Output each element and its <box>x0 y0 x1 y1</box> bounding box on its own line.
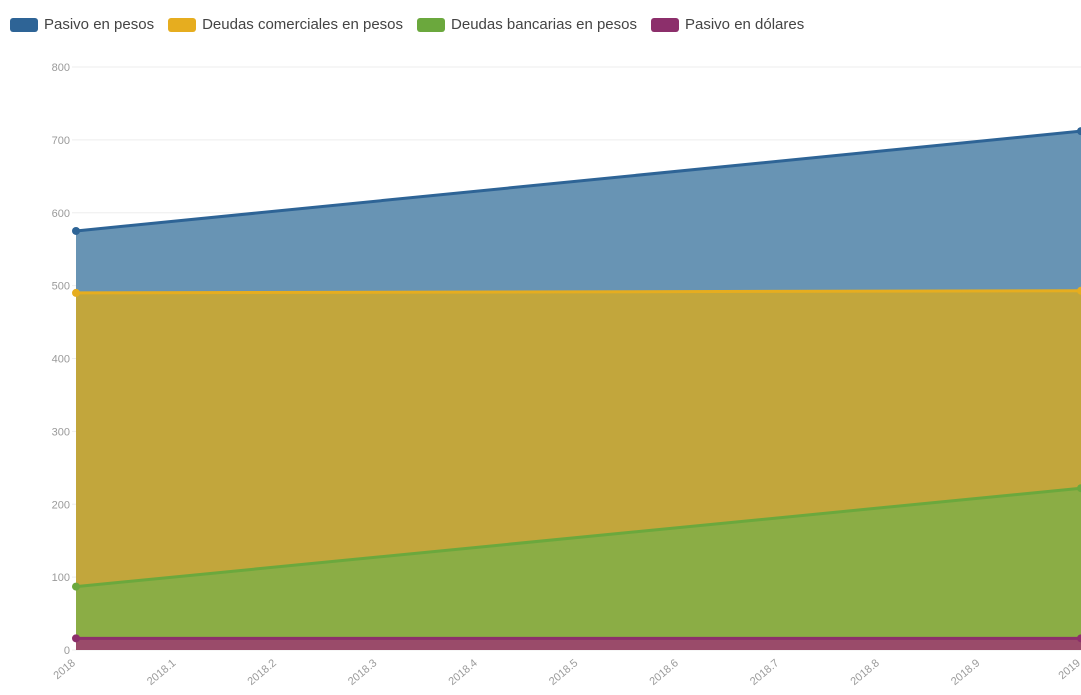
x-tick-label: 2018.4 <box>446 657 479 688</box>
x-tick-label: 2018.2 <box>245 657 278 688</box>
legend-label: Deudas comerciales en pesos <box>202 16 404 33</box>
data-point[interactable] <box>1077 634 1081 643</box>
legend-item-deudas-comerciales[interactable]: Deudas comerciales en pesos <box>168 16 403 33</box>
series-line-0 <box>75 129 1081 233</box>
y-tick-label: 600 <box>52 208 70 220</box>
x-tick-label: 2018.5 <box>547 657 580 688</box>
series-line-1 <box>75 289 1081 295</box>
legend-item-pasivo-pesos[interactable]: Pasivo en pesos <box>10 16 154 33</box>
data-point[interactable] <box>1077 286 1081 295</box>
series-points <box>72 127 1081 643</box>
data-point[interactable] <box>1077 127 1081 136</box>
y-tick-label: 800 <box>52 62 70 74</box>
series-line-2 <box>75 486 1081 589</box>
data-point[interactable] <box>72 226 80 235</box>
legend-label: Pasivo en pesos <box>44 16 155 33</box>
data-point[interactable] <box>1077 484 1081 493</box>
x-tick-label: 2018.3 <box>346 657 379 688</box>
legend-swatch <box>651 17 679 32</box>
legend-swatch <box>417 17 446 32</box>
data-point[interactable] <box>72 634 80 643</box>
series-lines <box>75 129 1081 640</box>
x-axis-ticks: 2018 2018.1 2018.2 2018.3 2018.4 2018.5 2018.6… <box>51 657 1081 688</box>
y-tick-label: 0 <box>64 645 70 657</box>
area-0 <box>76 131 1081 293</box>
legend-item-deudas-bancarias[interactable]: Deudas bancarias en pesos <box>417 16 637 33</box>
x-tick-label: 2018.8 <box>848 657 881 688</box>
x-tick-label: 2018 <box>51 657 77 682</box>
x-tick-label: 2018.9 <box>949 657 982 688</box>
y-tick-label: 400 <box>52 354 70 366</box>
legend-swatch <box>168 17 197 32</box>
legend-label: Deudas bancarias en pesos <box>451 16 637 33</box>
legend-item-pasivo-dolares[interactable]: Pasivo en dólares <box>651 16 804 33</box>
legend-swatch <box>10 17 38 32</box>
y-tick-label: 200 <box>52 499 70 511</box>
y-tick-label: 500 <box>52 281 70 293</box>
data-point[interactable] <box>72 582 80 591</box>
y-tick-label: 700 <box>52 135 70 147</box>
area-2 <box>76 488 1081 639</box>
chart-legend: Pasivo en pesos Deudas comerciales en pe… <box>10 16 818 33</box>
x-tick-label: 2018.7 <box>748 657 781 688</box>
data-point[interactable] <box>72 288 80 297</box>
y-tick-label: 100 <box>52 572 70 584</box>
x-tick-label: 2018.6 <box>647 657 680 688</box>
area-3 <box>76 638 1081 650</box>
legend-label: Pasivo en dólares <box>685 16 805 33</box>
x-tick-label: 2019 <box>1056 657 1081 682</box>
x-tick-label: 2018.1 <box>145 657 178 688</box>
y-axis-ticks: 0 100 200 300 400 500 600 700 800 <box>52 62 70 657</box>
y-tick-label: 300 <box>52 426 70 438</box>
